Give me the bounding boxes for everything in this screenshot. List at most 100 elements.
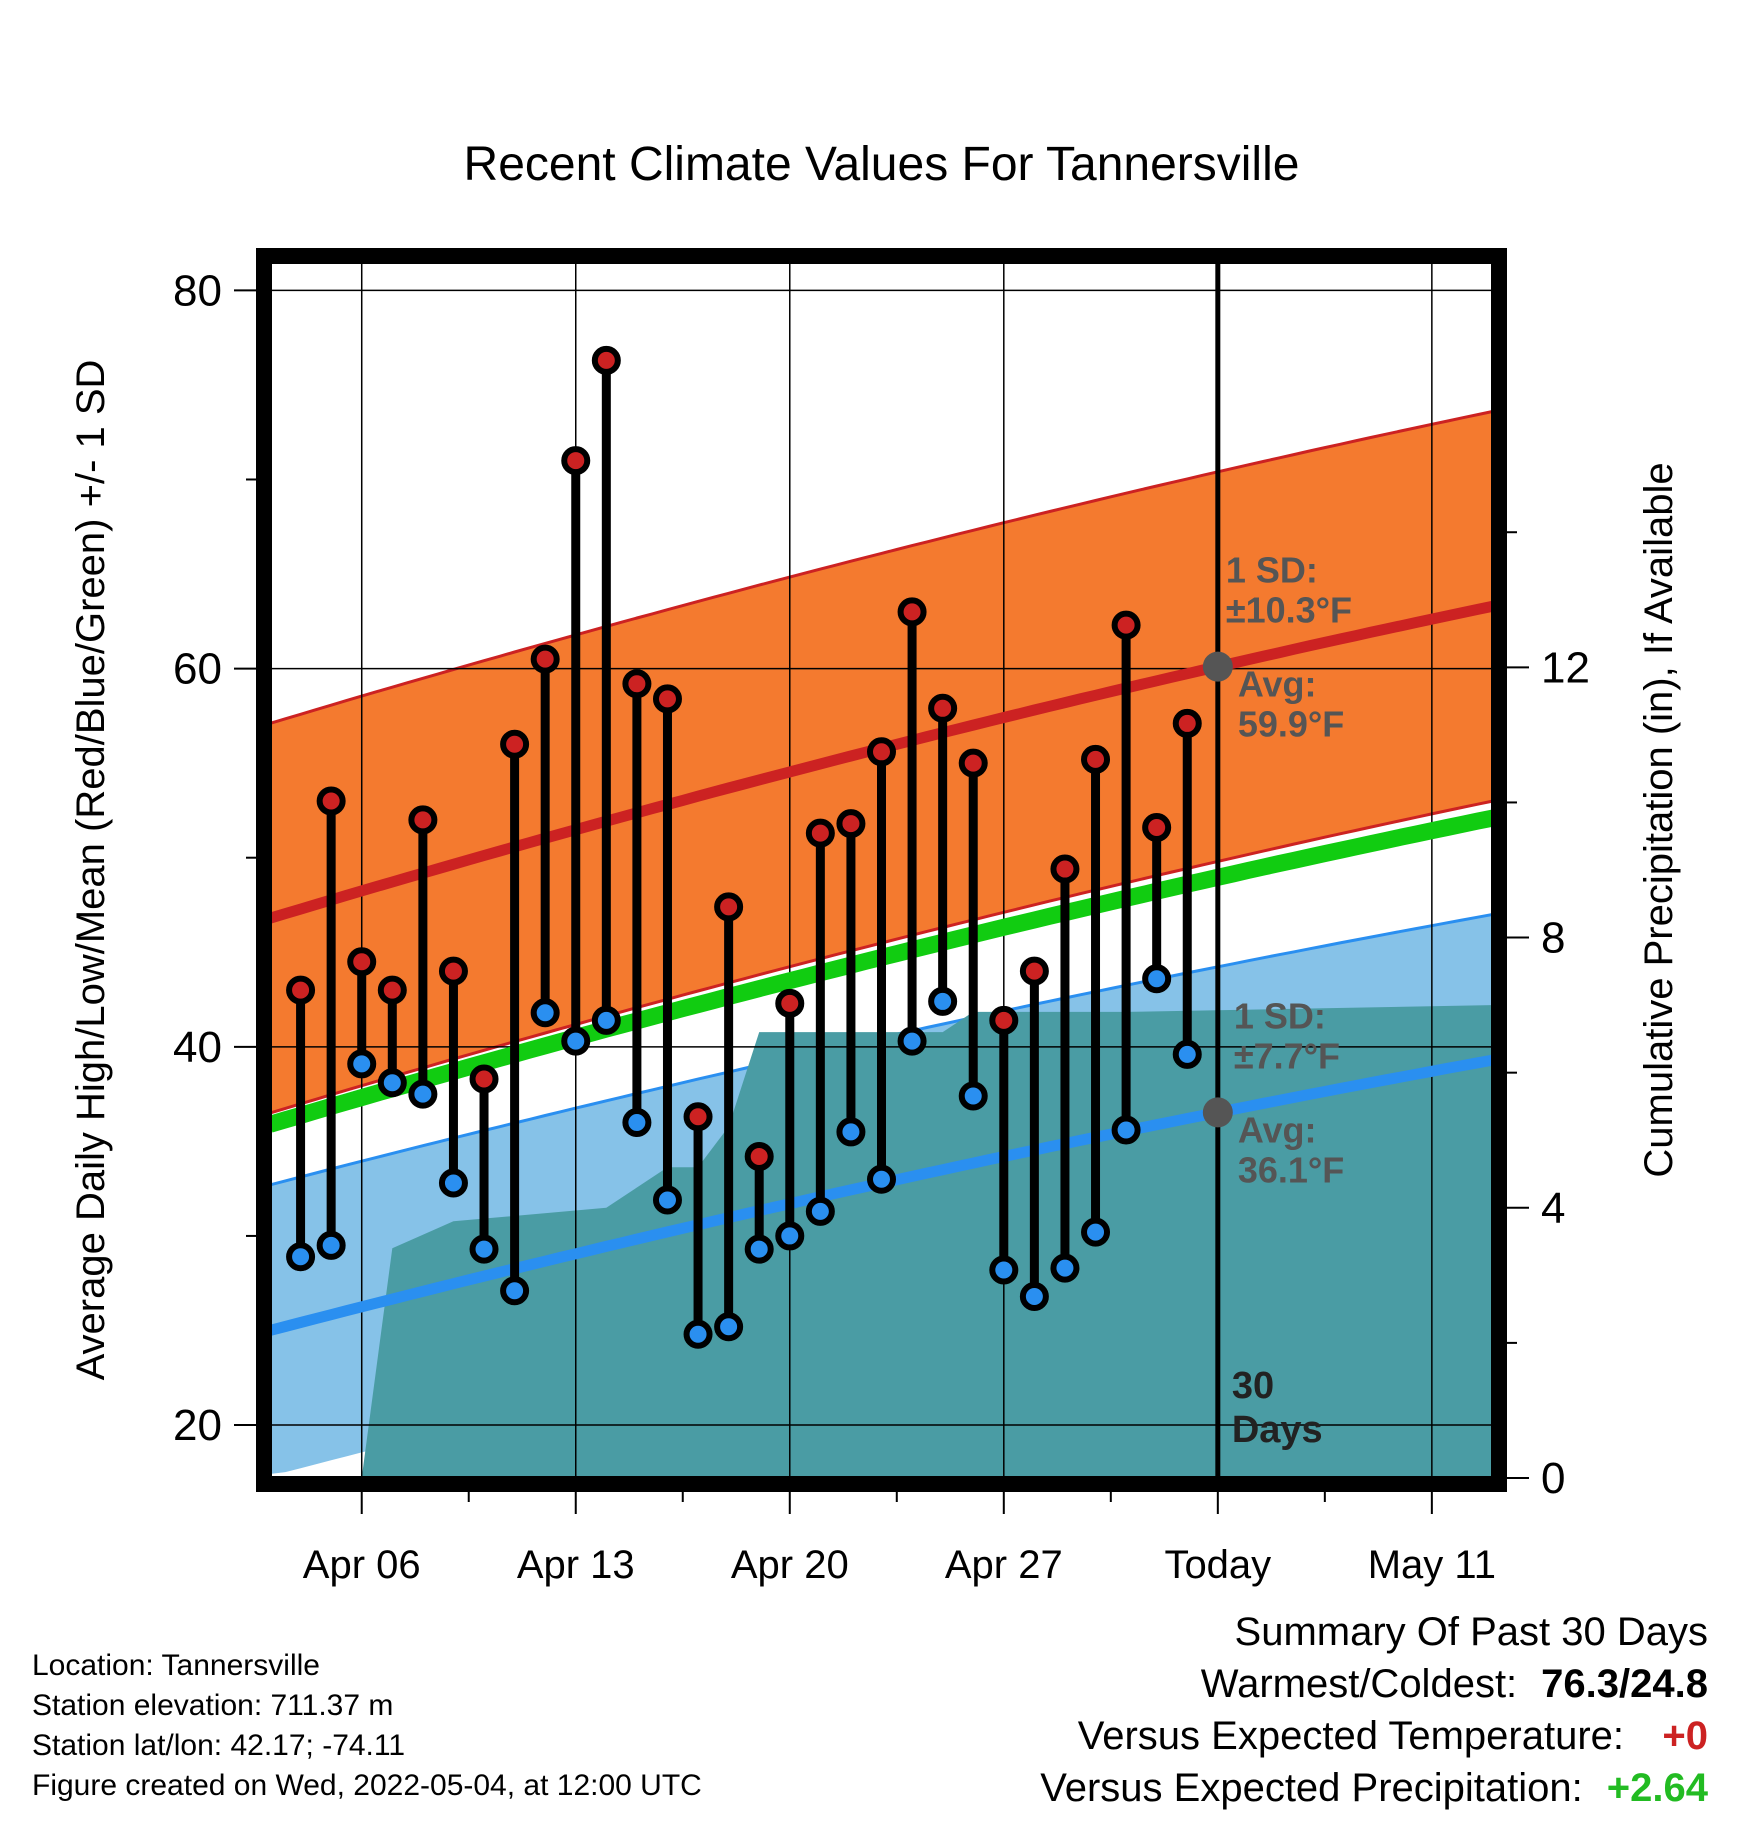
daily-high-point <box>1142 812 1172 842</box>
daily-low-point <box>1142 964 1172 994</box>
y2-tick-label: 0 <box>1541 1454 1565 1503</box>
daily-high-point <box>500 729 530 759</box>
high-avg-label: Avg: <box>1238 664 1317 705</box>
daily-low-point <box>744 1234 774 1264</box>
high-sd-value: ±10.3°F <box>1226 590 1352 631</box>
daily-high-point <box>286 975 316 1005</box>
summary-title: Summary Of Past 30 Days <box>1234 1610 1708 1654</box>
daily-high-point <box>836 809 866 839</box>
daily-high-point <box>622 669 652 699</box>
daily-low-point <box>897 1026 927 1056</box>
grid-lines <box>270 262 1493 1478</box>
daily-low-point <box>561 1026 591 1056</box>
x-tick-label: Apr 06 <box>303 1543 421 1587</box>
y-tick-label: 80 <box>173 266 222 315</box>
x-tick-label: Today <box>1164 1543 1271 1587</box>
daily-low-point <box>316 1230 346 1260</box>
daily-high-point <box>530 644 560 674</box>
summary-panel: Summary Of Past 30 Days Warmest/Coldest:… <box>1040 1606 1708 1814</box>
daily-low-point <box>286 1242 316 1272</box>
y-axis-label: Average Daily High/Low/Mean (Red/Blue/Gr… <box>69 360 113 1381</box>
temp-departure-value: +0 <box>1662 1714 1708 1758</box>
daily-high-point <box>805 818 835 848</box>
high-sd-label: 1 SD: <box>1226 550 1318 591</box>
x-tick-label: May 11 <box>1368 1543 1496 1587</box>
y-tick-label: 40 <box>173 1023 222 1072</box>
today-low-avg-marker <box>1202 1097 1233 1128</box>
precip-departure-row: Versus Expected Precipitation: +2.64 <box>1040 1762 1708 1814</box>
x-tick-label: Apr 27 <box>945 1543 1063 1587</box>
daily-high-point <box>989 1005 1019 1035</box>
daily-low-point <box>714 1312 744 1342</box>
daily-high-point <box>561 446 591 476</box>
y2-tick-label: 4 <box>1541 1184 1565 1233</box>
daily-low-point <box>1172 1039 1202 1069</box>
y-tick-label: 60 <box>173 645 222 694</box>
daily-low-point <box>377 1068 407 1098</box>
plot-frame <box>256 248 1507 1492</box>
daily-high-point <box>469 1064 499 1094</box>
warmest-coldest-value: 76.3/24.8 <box>1541 1662 1708 1706</box>
daily-low-point <box>805 1196 835 1226</box>
daily-low-point <box>438 1168 468 1198</box>
daily-low-point <box>958 1081 988 1111</box>
daily-high-point <box>1081 744 1111 774</box>
x-tick-label: Apr 13 <box>517 1543 635 1587</box>
created-text: Figure created on Wed, 2022-05-04, at 12… <box>32 1769 702 1802</box>
warmest-coldest-row: Warmest/Coldest: 76.3/24.8 <box>1040 1658 1708 1710</box>
y2-tick-label: 12 <box>1541 643 1590 692</box>
precip-departure-label: Versus Expected Precipitation: <box>1040 1766 1583 1810</box>
low-sd-label: 1 SD: <box>1234 995 1326 1036</box>
daily-high-point <box>714 892 744 922</box>
daily-low-point <box>500 1276 530 1306</box>
daily-low-point <box>867 1164 896 1194</box>
daily-high-point <box>1019 956 1049 986</box>
high-band-upper-edge <box>272 410 1491 725</box>
daily-high-point <box>897 597 927 627</box>
daily-low-point <box>591 1005 621 1035</box>
daily-high-point <box>744 1142 774 1172</box>
daily-high-point <box>1050 854 1080 884</box>
low-avg-value: 36.1°F <box>1238 1149 1344 1190</box>
y-tick-label: 20 <box>173 1401 222 1450</box>
daily-low-point <box>1081 1217 1111 1247</box>
daily-high-point <box>408 805 438 835</box>
daily-low-point <box>347 1049 377 1079</box>
daily-high-point <box>867 737 896 767</box>
low-avg-label: Avg: <box>1238 1109 1317 1150</box>
daily-range-bars <box>286 345 1202 1349</box>
temp-departure-row: Versus Expected Temperature: +0 <box>1040 1710 1708 1762</box>
daily-low-point <box>683 1319 713 1349</box>
y2-axis-label: Cumulative Precipitation (in), If Availa… <box>1637 462 1681 1177</box>
daily-high-point <box>316 786 346 816</box>
daily-high-point <box>1111 610 1141 640</box>
today-days-label: Days <box>1232 1409 1323 1451</box>
elevation-text: Station elevation: 711.37 m <box>32 1689 394 1722</box>
daily-low-point <box>928 986 958 1016</box>
daily-low-point <box>1111 1115 1141 1145</box>
warmest-coldest-label: Warmest/Coldest: <box>1200 1662 1518 1706</box>
daily-low-point <box>652 1185 682 1215</box>
daily-low-point <box>622 1107 652 1137</box>
plot-border <box>256 248 1507 1492</box>
precip-departure-value: +2.64 <box>1606 1766 1708 1810</box>
daily-high-point <box>1172 708 1202 738</box>
daily-high-point <box>775 988 805 1018</box>
latlon-text: Station lat/lon: 42.17; -74.11 <box>32 1729 406 1762</box>
daily-high-point <box>438 956 468 986</box>
station-info: Location: Tannersville Station elevation… <box>32 1646 702 1806</box>
y2-tick-label: 8 <box>1541 914 1565 963</box>
daily-low-point <box>408 1079 438 1109</box>
axes: 20 40 60 80 0 4 8 12 Apr 06 Apr 13 Apr 20 Apr 27 Tod… <box>173 266 1590 1587</box>
daily-low-point <box>775 1221 805 1251</box>
temp-departure-label: Versus Expected Temperature: <box>1077 1714 1624 1758</box>
daily-high-point <box>347 947 377 977</box>
low-sd-value: ±7.7°F <box>1234 1035 1340 1076</box>
daily-high-point <box>377 975 407 1005</box>
daily-low-point <box>836 1117 866 1147</box>
daily-low-point <box>530 998 560 1028</box>
x-tick-label: Apr 20 <box>731 1543 849 1587</box>
today-high-avg-marker <box>1202 651 1233 682</box>
axis-labels: Recent Climate Values For TannersvilleDa… <box>69 138 1681 1381</box>
